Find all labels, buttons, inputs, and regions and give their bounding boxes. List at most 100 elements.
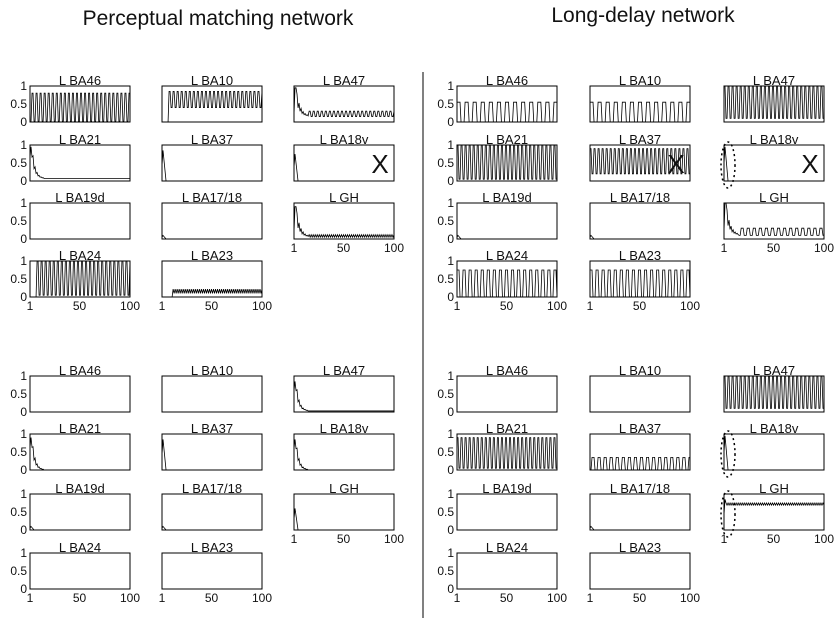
y-tick-label: 0 [20,174,27,188]
panel-frame [456,375,558,413]
y-tick-label: 0 [20,523,27,537]
series-line [589,234,690,240]
x-tick-label: 1 [291,241,298,255]
panel-title: L BA21 [486,132,528,147]
panel-l-ba19d: L BA19d 0 0.5 1 [10,481,131,537]
panel-l-ba10: L BA10 [589,73,691,123]
series-line [162,288,263,298]
x-tick-label: 50 [205,591,219,605]
x-tick-label: 100 [120,299,140,313]
y-tick-label: 1 [447,254,454,268]
y-tick-label: 0 [447,405,454,419]
y-tick-label: 0.5 [10,445,27,459]
series-line [457,144,557,180]
panel-title: L BA18v [750,421,799,436]
panel-l-ba19d: L BA19d 0 0.5 1 [437,190,558,246]
panel-l-ba47: L BA47 [293,73,395,123]
panel-frame [456,260,558,298]
panel-title: L BA21 [486,421,528,436]
panel-title: L BA10 [191,363,233,378]
y-tick-label: 0 [447,463,454,477]
y-tick-label: 1 [20,369,27,383]
left-title: Perceptual matching network [83,7,354,30]
series-line [293,206,395,239]
y-tick-label: 0 [20,463,27,477]
y-tick-label: 0.5 [437,564,454,578]
x-tick-label: 100 [120,591,140,605]
panel-l-ba10: L BA10 [161,73,263,123]
x-tick-label: 1 [159,591,166,605]
panel-l-ba21: L BA21 0 0.5 1 [437,132,558,188]
panel-l-gh: L GH 1 50 100 [720,481,834,546]
panel-frame [589,260,691,298]
panel-frame [723,493,825,531]
panel-l-ba47: L BA47 [723,363,825,413]
series-line [162,91,263,123]
panel-frame [589,493,691,531]
y-tick-label: 0 [447,232,454,246]
panel-l-ba47: L BA47 [293,363,395,413]
x-tick-label: 100 [814,241,834,255]
panel-l-ba37: L BA37 [589,421,691,471]
panel-frame [589,85,691,123]
y-tick-label: 1 [20,487,27,501]
x-tick-label: 1 [721,241,728,255]
panel-l-ba18v: L BA18v [293,421,395,471]
y-tick-label: 0 [447,290,454,304]
series-line [30,92,130,123]
x-tick-label: 100 [547,591,567,605]
panel-frame [29,552,131,590]
panel-title: L BA21 [59,132,101,147]
panel-frame [723,433,825,471]
x-mark: X [667,149,684,179]
series-line [723,202,824,236]
x-tick-label: 100 [252,591,272,605]
series-line [456,234,557,240]
y-tick-label: 0.5 [437,272,454,286]
x-tick-label: 50 [337,532,351,546]
y-tick-label: 1 [20,138,27,152]
y-tick-label: 0 [20,582,27,596]
panel-l-gh: L GH 1 50 100 [721,190,835,255]
y-tick-label: 1 [447,427,454,441]
series-line [723,499,825,515]
panel-frame [293,144,395,182]
panel-l-ba21: L BA21 0 0.5 1 [10,421,131,477]
panel-l-ba37: L BA37 [161,132,263,182]
y-tick-label: 1 [20,79,27,93]
x-tick-label: 100 [680,299,700,313]
panel-l-ba10: L BA10 [161,363,263,413]
panel-title: L BA21 [59,421,101,436]
panel-title: L BA17/18 [182,481,242,496]
panel-l-ba21: L BA21 0 0.5 1 [10,132,131,188]
y-tick-label: 1 [20,196,27,210]
y-tick-label: 0 [447,523,454,537]
panel-title: L BA10 [619,73,661,88]
y-tick-label: 1 [20,546,27,560]
panel-title: L BA24 [59,248,101,263]
panel-title: L BA19d [482,481,531,496]
panel-frame [589,375,691,413]
series-line [293,153,394,182]
panel-title: L GH [759,481,789,496]
x-tick-label: 50 [337,241,351,255]
panel-l-ba19d: L BA19d 0 0.5 1 [437,481,558,537]
x-mark: X [801,149,818,179]
panel-title: L BA37 [619,421,661,436]
x-tick-label: 50 [73,299,87,313]
panel-title: L BA24 [59,540,101,555]
panel-frame [161,375,263,413]
series-line [161,150,262,182]
x-tick-label: 50 [500,299,514,313]
panel-l-ba19d: L BA19d 0 0.5 1 [10,190,131,246]
panel-frame [589,552,691,590]
series-line [293,87,395,117]
x-tick-label: 1 [159,299,166,313]
panel-l-gh: L GH 1 50 100 [291,481,405,546]
panel-title: L BA46 [486,363,528,378]
